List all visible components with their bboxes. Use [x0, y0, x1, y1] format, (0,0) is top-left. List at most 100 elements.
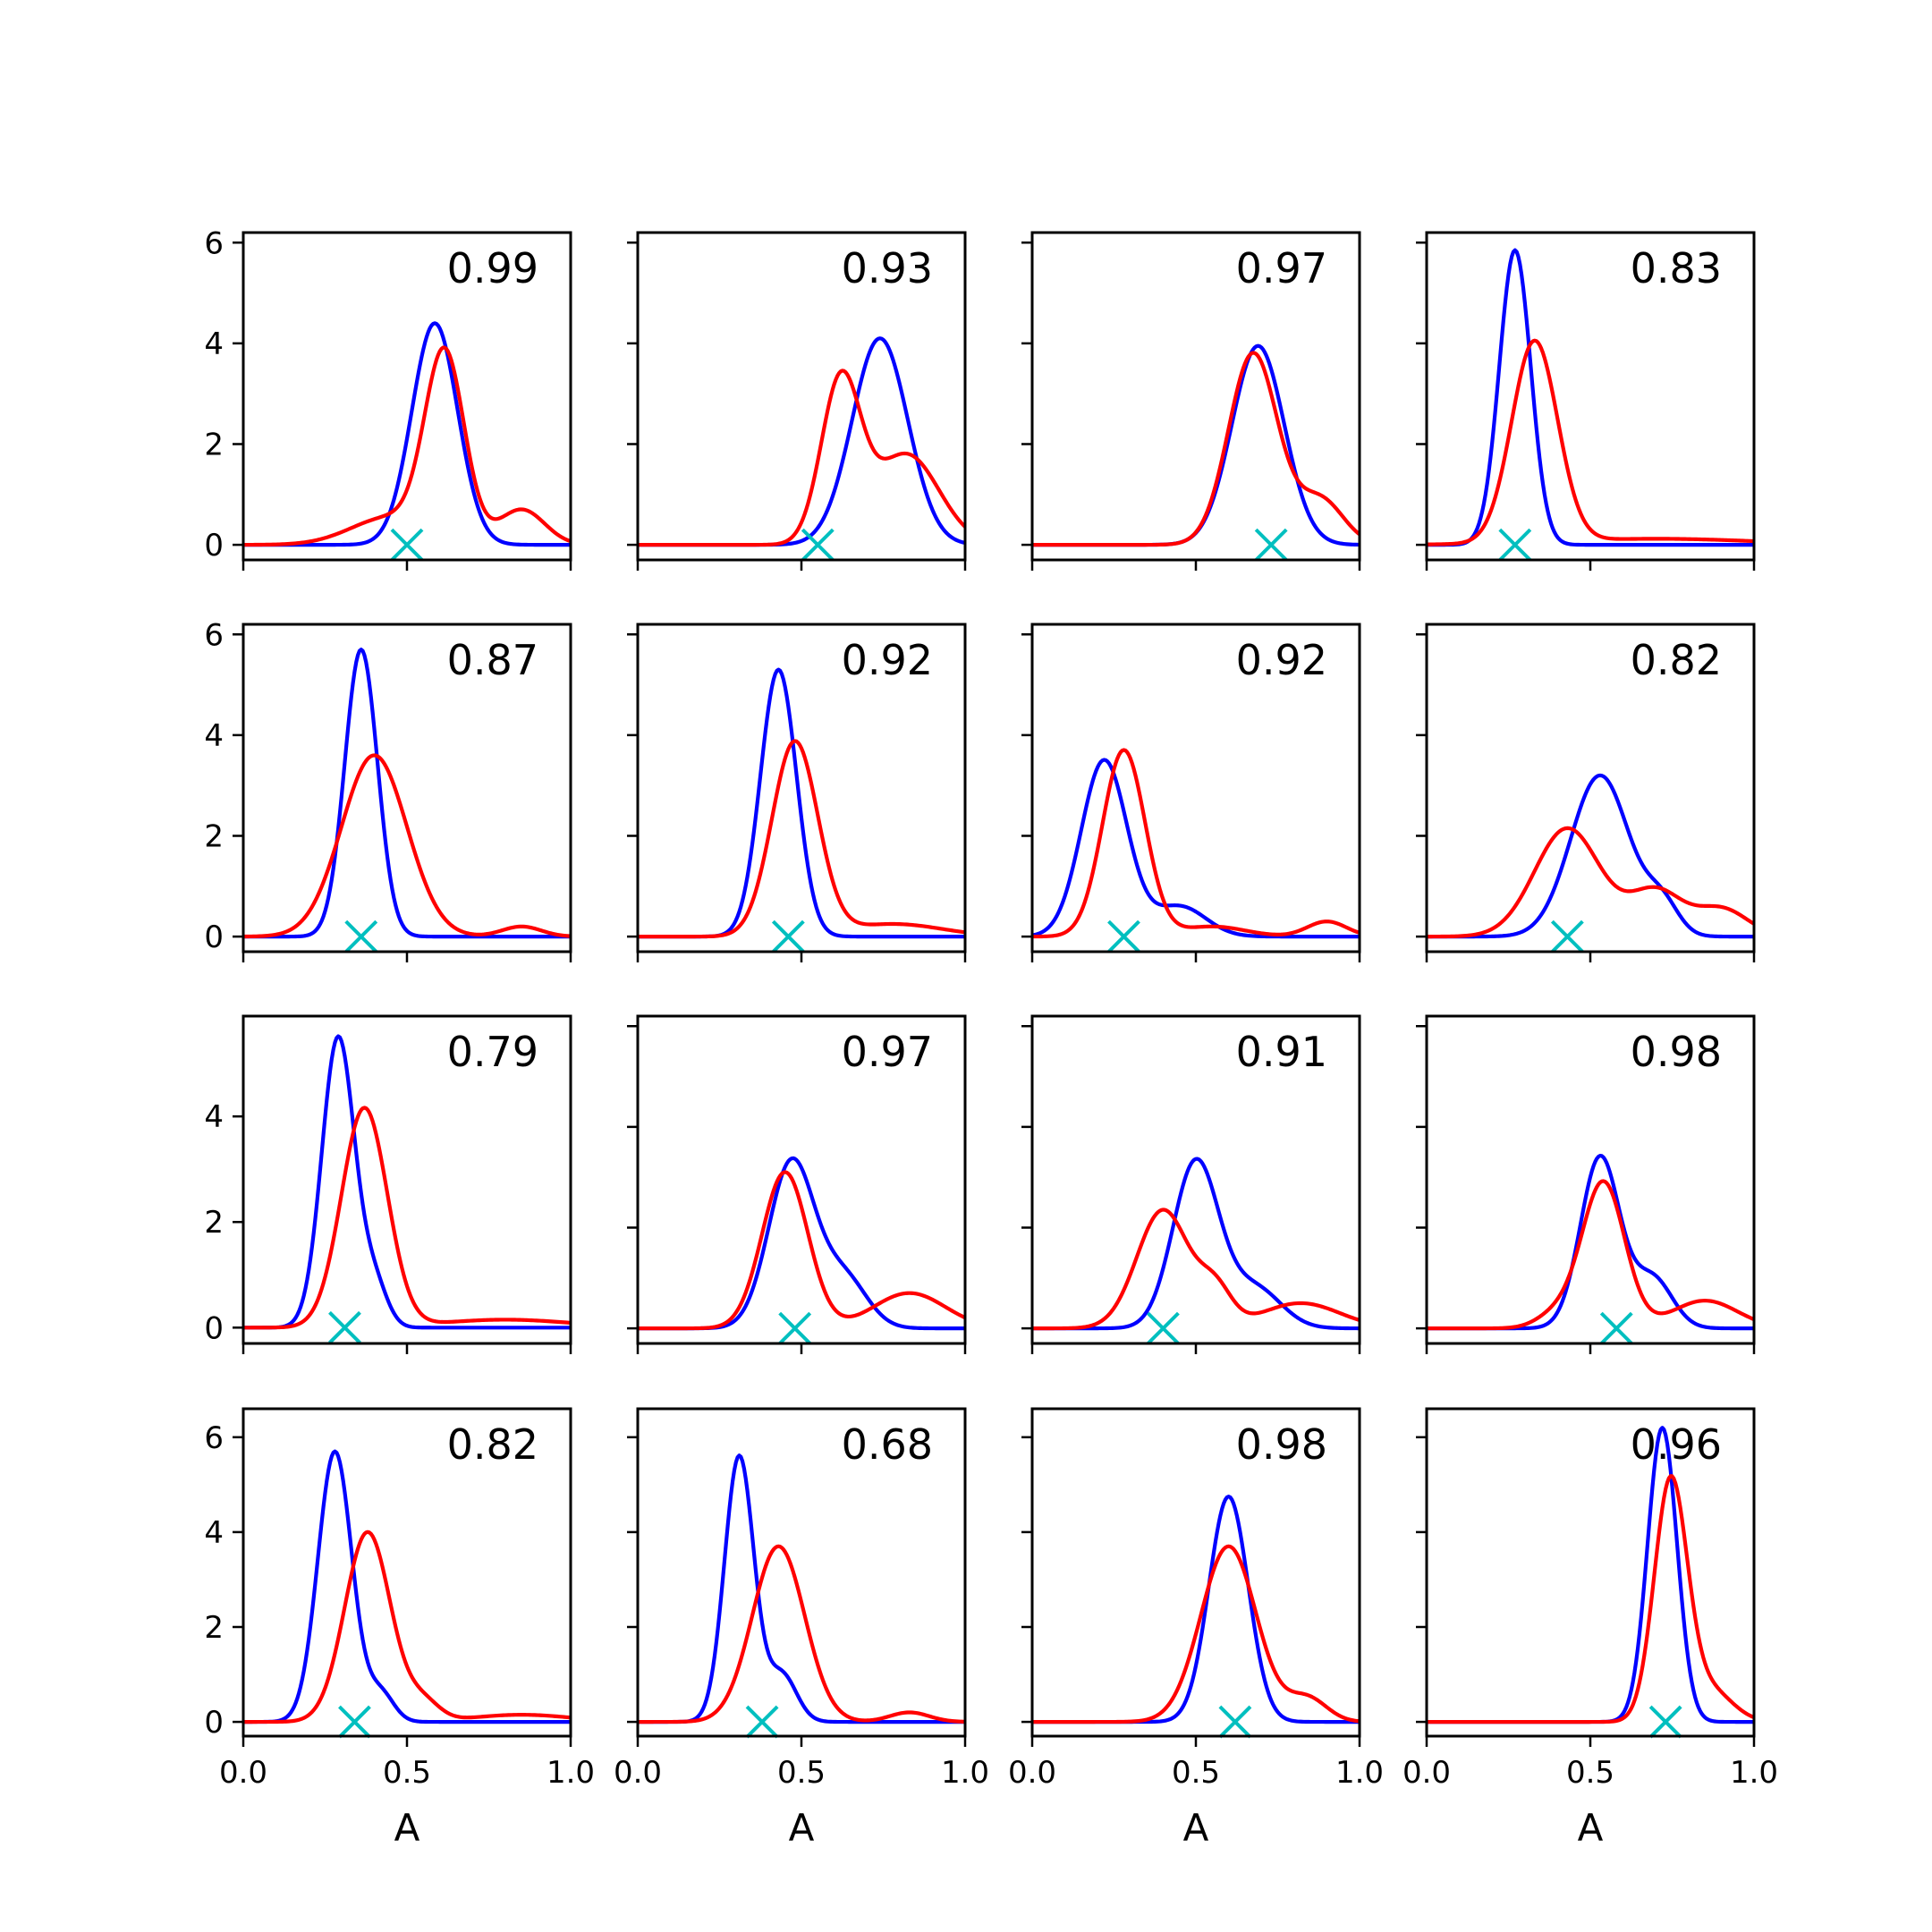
y-tick-label: 0 [204, 1705, 224, 1741]
y-tick-label: 0 [204, 528, 224, 564]
reference-marker [1254, 528, 1288, 562]
reference-marker [390, 528, 424, 562]
reference-marker [338, 1705, 371, 1739]
panel-13: 0.0 0.5 1.0 0 2 4 6 0.82 A [204, 1407, 595, 1850]
blue-series-line [243, 1034, 571, 1330]
red-series-line [638, 1170, 965, 1331]
blue-series-line [638, 1156, 965, 1331]
y-tick-label: 4 [204, 718, 224, 754]
panel-14: 0.0 0.5 1.0 0.68 A [614, 1407, 989, 1850]
x-tick-label: 0.5 [1566, 1755, 1614, 1791]
panel-8: 0.82 [1416, 623, 1756, 962]
panel-4: 0.83 [1416, 231, 1756, 571]
panel-annotation: 0.96 [1631, 1420, 1722, 1469]
reference-marker [344, 919, 378, 953]
red-series-line [243, 1530, 571, 1724]
x-axis-label: A [789, 1806, 815, 1850]
reference-marker [1107, 919, 1140, 953]
blue-series-line [638, 667, 965, 939]
y-tick-label: 6 [204, 1420, 224, 1456]
y-tick-label: 4 [204, 1099, 224, 1135]
x-tick-label: 0.0 [1402, 1755, 1451, 1791]
reference-marker [328, 1310, 361, 1344]
red-series-line [1427, 338, 1754, 547]
red-series-line [1032, 351, 1360, 547]
reference-marker [1498, 528, 1532, 562]
blue-series-line [1032, 758, 1360, 939]
panel-9: 0 2 4 0.79 [204, 1014, 572, 1354]
panel-1: 0 2 4 6 0.99 [204, 225, 572, 571]
panel-annotation: 0.98 [1631, 1028, 1722, 1076]
panel-5: 0 2 4 6 0.87 [204, 617, 572, 962]
blue-series-line [243, 1449, 571, 1724]
y-tick-label: 6 [204, 617, 224, 653]
blue-series-line [1032, 343, 1360, 547]
x-tick-label: 1.0 [547, 1755, 595, 1791]
red-series-line [638, 369, 965, 547]
reference-marker [1648, 1705, 1682, 1739]
panel-6: 0.92 [627, 623, 967, 962]
reference-marker [745, 1705, 779, 1739]
panel-annotation: 0.82 [447, 1420, 538, 1469]
x-axis-label: A [1183, 1806, 1209, 1850]
x-tick-label: 0.5 [383, 1755, 431, 1791]
reference-marker [1550, 919, 1584, 953]
x-tick-label: 0.0 [1008, 1755, 1056, 1791]
y-tick-label: 4 [204, 326, 224, 362]
red-series-line [243, 345, 571, 547]
panel-15: 0.0 0.5 1.0 0.98 A [1008, 1407, 1384, 1850]
panel-16: 0.0 0.5 1.0 0.96 A [1402, 1407, 1778, 1850]
x-tick-label: 0.5 [1172, 1755, 1220, 1791]
red-series-line [1032, 1544, 1360, 1724]
blue-series-line [1032, 1495, 1360, 1724]
reference-marker [1218, 1705, 1252, 1739]
x-axis-label: A [394, 1806, 420, 1850]
panel-annotation: 0.82 [1631, 636, 1722, 684]
reference-marker [801, 528, 835, 562]
blue-series-line [1427, 1426, 1754, 1724]
x-tick-label: 1.0 [1335, 1755, 1384, 1791]
panel-annotation: 0.98 [1236, 1420, 1327, 1469]
blue-series-line [243, 321, 571, 547]
panel-annotation: 0.87 [447, 636, 538, 684]
panel-annotation: 0.93 [842, 244, 933, 292]
reference-marker [778, 1311, 812, 1345]
red-series-line [638, 739, 965, 939]
x-tick-label: 1.0 [1730, 1755, 1778, 1791]
panel-annotation: 0.68 [842, 1420, 933, 1469]
red-series-line [1427, 1474, 1754, 1724]
reference-marker [771, 919, 805, 953]
y-tick-label: 2 [204, 1205, 224, 1241]
blue-series-line [243, 648, 571, 939]
red-series-line [1427, 1179, 1754, 1331]
red-series-line [1032, 748, 1360, 939]
reference-marker [1599, 1311, 1633, 1345]
red-series-line [243, 753, 571, 939]
panel-12: 0.98 [1416, 1014, 1756, 1354]
panel-2: 0.93 [627, 231, 967, 571]
blue-series-line [1427, 773, 1754, 939]
red-series-line [638, 1544, 965, 1724]
panel-annotation: 0.92 [1236, 636, 1327, 684]
blue-series-line [1427, 248, 1754, 547]
panel-annotation: 0.83 [1631, 244, 1722, 292]
y-tick-label: 6 [204, 225, 224, 261]
panel-annotation: 0.91 [1236, 1028, 1327, 1076]
x-tick-label: 1.0 [941, 1755, 989, 1791]
y-tick-label: 2 [204, 818, 224, 854]
y-tick-label: 2 [204, 1610, 224, 1646]
panel-10: 0.97 [627, 1014, 967, 1354]
red-series-line [1427, 826, 1754, 939]
panel-3: 0.97 [1021, 231, 1361, 571]
blue-series-line [638, 336, 965, 547]
panel-11: 0.91 [1021, 1014, 1361, 1354]
x-tick-label: 0.0 [614, 1755, 662, 1791]
y-tick-label: 4 [204, 1515, 224, 1551]
panel-annotation: 0.97 [1236, 244, 1327, 292]
reference-marker [1146, 1311, 1180, 1345]
panel-annotation: 0.79 [447, 1028, 538, 1076]
y-tick-label: 0 [204, 919, 224, 955]
panel-annotation: 0.97 [842, 1028, 933, 1076]
x-tick-label: 0.0 [219, 1755, 267, 1791]
